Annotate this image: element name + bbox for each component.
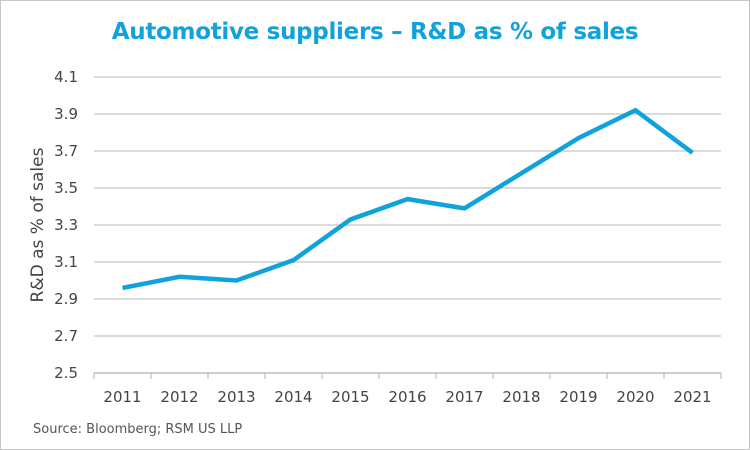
- y-tick-label: 4.1: [54, 68, 78, 86]
- chart-title: Automotive suppliers – R&D as % of sales: [111, 19, 639, 45]
- gridlines: [94, 76, 721, 337]
- x-tick-label: 2019: [559, 388, 597, 406]
- x-tick-label: 2015: [331, 388, 369, 406]
- y-tick-label: 2.5: [54, 364, 78, 382]
- x-tick-label: 2013: [217, 388, 255, 406]
- y-tick-label: 3.7: [54, 142, 78, 160]
- y-tick-label: 3.9: [54, 105, 78, 123]
- source-note: Source: Bloomberg; RSM US LLP: [33, 422, 243, 437]
- y-tick-label: 3.1: [54, 253, 78, 271]
- x-tick-label: 2021: [673, 388, 711, 406]
- x-tick-label: 2011: [103, 388, 141, 406]
- y-axis-ticks: 2.5 2.7 2.9 3.1 3.3 3.5 3.7 3.9 4.1: [54, 68, 78, 382]
- x-tick-label: 2018: [502, 388, 540, 406]
- x-axis: 2011 2012 2013 2014 2015 2016 2017 2018 2019 2020…: [93, 372, 722, 406]
- x-tick-label: 2020: [616, 388, 654, 406]
- x-tick-label: 2016: [388, 388, 426, 406]
- x-tick-label: 2017: [445, 388, 483, 406]
- series: [122, 107, 694, 291]
- y-tick-label: 2.7: [54, 327, 78, 345]
- x-tick-label: 2012: [160, 388, 198, 406]
- y-axis-label: R&D as % of sales: [28, 147, 48, 302]
- y-tick-label: 2.9: [54, 290, 78, 308]
- x-tick-label: 2014: [274, 388, 312, 406]
- y-tick-label: 3.5: [54, 179, 78, 197]
- y-tick-label: 3.3: [54, 216, 78, 234]
